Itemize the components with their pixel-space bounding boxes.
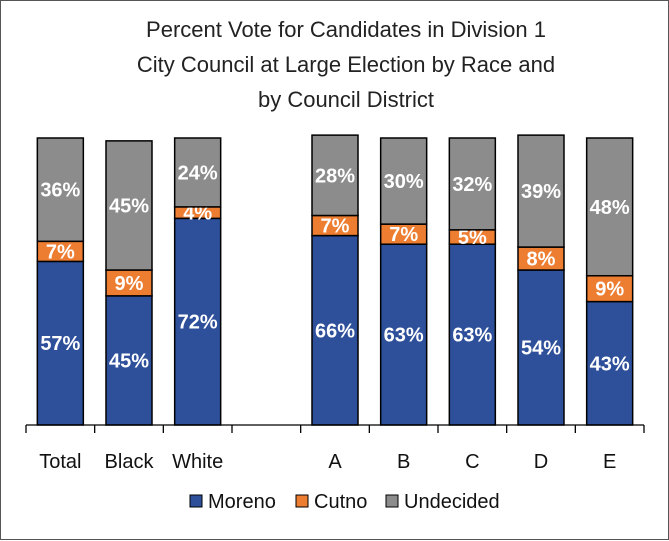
legend-label-moreno: Moreno	[208, 491, 276, 513]
data-label-undecided-b: 30%	[384, 171, 424, 193]
data-label-undecided-black: 45%	[109, 195, 149, 217]
data-label-cutno-e: 9%	[595, 279, 624, 301]
data-label-cutno-d: 8%	[527, 249, 556, 271]
bar-undecided-c	[448, 137, 497, 231]
category-labels: Total Black White A B C D E	[39, 451, 616, 473]
bar-moreno-black	[105, 295, 153, 426]
legend-swatch-cutno	[295, 494, 309, 508]
bar-undecided-b	[379, 137, 428, 225]
bar-group-white: 72% 4% 24%	[173, 137, 222, 426]
legend-label-undecided: Undecided	[404, 491, 500, 513]
category-label-c: C	[465, 451, 479, 473]
category-label-total: Total	[39, 451, 81, 473]
data-label-cutno-white: 4%	[183, 203, 212, 225]
data-label-undecided-white: 24%	[178, 162, 218, 184]
bar-moreno-total	[36, 260, 85, 426]
data-label-cutno-total: 7%	[46, 241, 75, 263]
data-label-moreno-a: 66%	[315, 320, 355, 342]
data-label-moreno-total: 57%	[40, 333, 80, 355]
bars: 57% 7% 36% 45% 9% 45% 72% 4% 24% 66% 7% 28% 63% 7% 30%…	[36, 134, 634, 426]
chart-title: Percent Vote for Candidates in Division …	[137, 17, 555, 112]
category-label-e: E	[603, 451, 616, 473]
data-label-moreno-b: 63%	[384, 325, 424, 347]
bar-group-a: 66% 7% 28%	[311, 134, 359, 426]
bar-undecided-white	[173, 137, 222, 208]
data-label-moreno-black: 45%	[109, 350, 149, 372]
data-label-undecided-a: 28%	[315, 165, 355, 187]
data-label-moreno-e: 43%	[590, 353, 630, 375]
chart-title-line-3: by Council District	[258, 87, 434, 112]
legend-swatch-undecided	[385, 494, 399, 508]
data-label-cutno-black: 9%	[115, 273, 144, 295]
x-axis	[25, 424, 645, 433]
legend-item-moreno: Moreno	[189, 491, 276, 513]
bar-undecided-d	[517, 134, 565, 248]
bar-cutno-black	[105, 269, 153, 297]
bar-group-d: 54% 8% 39%	[517, 134, 565, 426]
data-label-moreno-c: 63%	[452, 325, 492, 347]
data-label-cutno-c: 5%	[458, 227, 487, 249]
legend-item-cutno: Cutno	[295, 491, 367, 513]
category-label-black: Black	[105, 451, 155, 473]
chart-title-line-2: City Council at Large Election by Race a…	[137, 52, 555, 77]
legend-swatch-moreno	[189, 494, 203, 508]
data-label-moreno-d: 54%	[521, 338, 561, 360]
category-label-b: B	[397, 451, 410, 473]
bar-undecided-black	[105, 140, 153, 271]
legend: Moreno Cutno Undecided	[189, 491, 500, 513]
bar-moreno-d	[517, 269, 565, 426]
bar-undecided-e	[585, 137, 634, 277]
bar-undecided-a	[311, 134, 359, 217]
data-label-undecided-total: 36%	[40, 180, 80, 202]
bar-group-c: 63% 5% 32%	[448, 137, 497, 426]
bar-undecided-total	[36, 137, 85, 243]
data-label-cutno-a: 7%	[321, 216, 350, 238]
legend-label-cutno: Cutno	[314, 491, 367, 513]
data-label-undecided-e: 48%	[590, 197, 630, 219]
data-label-undecided-c: 32%	[452, 174, 492, 196]
category-label-a: A	[328, 451, 342, 473]
category-label-d: D	[534, 451, 548, 473]
bar-group-b: 63% 7% 30%	[379, 137, 428, 426]
bar-group-total: 57% 7% 36%	[36, 137, 85, 426]
category-label-white: White	[172, 451, 223, 473]
bar-cutno-e	[585, 275, 634, 303]
data-label-moreno-white: 72%	[178, 312, 218, 334]
legend-item-undecided: Undecided	[385, 491, 500, 513]
chart-title-line-1: Percent Vote for Candidates in Division …	[146, 17, 546, 42]
data-label-cutno-b: 7%	[389, 224, 418, 246]
bar-group-black: 45% 9% 45%	[105, 140, 153, 426]
data-label-undecided-d: 39%	[521, 181, 561, 203]
bar-group-e: 43% 9% 48%	[585, 137, 634, 426]
